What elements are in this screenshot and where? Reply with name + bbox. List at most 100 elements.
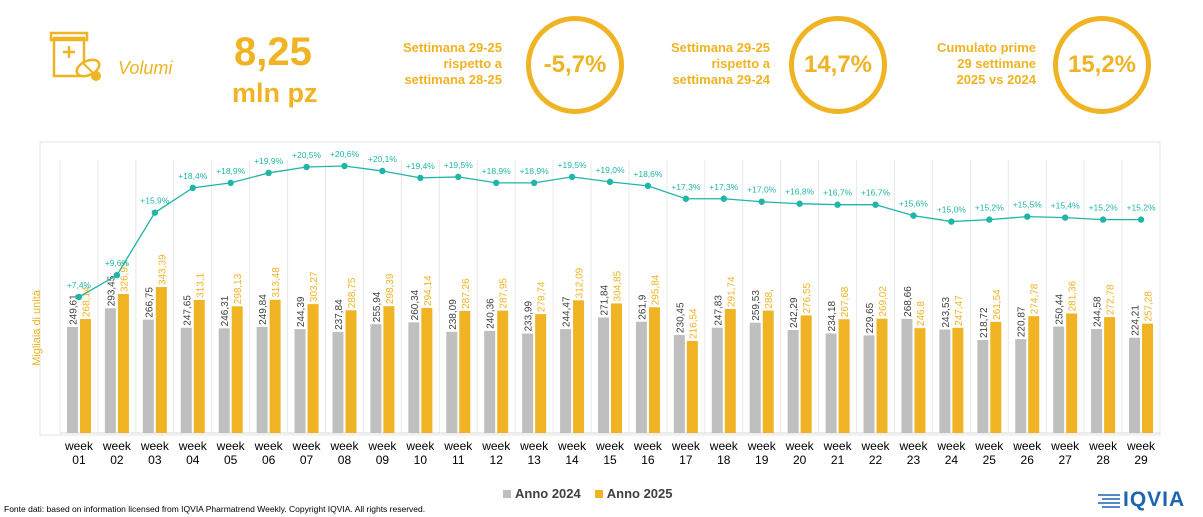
bar-label-2025: 247,47 [954,295,965,326]
source-footnote: Fonte dati: based on information license… [4,504,426,514]
growth-point [1024,213,1031,220]
bar-label-2025: 272,78 [1106,284,1117,315]
bar-2025 [800,315,812,433]
x-tick-label: week [861,439,891,453]
growth-point [1137,216,1145,223]
bar-2024 [522,333,534,433]
growth-point [758,198,765,205]
bar-label-2025: 313,1 [195,272,206,297]
x-tick-label: week [974,439,1004,453]
bar-label-2024: 240,36 [486,298,497,329]
legend-item-2024: Anno 2024 [503,486,581,501]
x-tick-label: week [633,439,663,453]
growth-label: +18,9% [520,166,550,176]
bar-2025 [1104,317,1116,433]
bar-2025 [724,309,736,433]
bar-2025 [193,299,205,433]
bar-label-2025: 267,68 [840,286,851,317]
growth-point [910,212,917,219]
x-tick-label: week [329,439,359,453]
bar-label-2024: 243,53 [941,296,952,327]
bar-label-2025: 326,93 [119,261,130,292]
growth-label: +17,3% [671,182,701,192]
bar-label-2025: 276,55 [802,282,813,313]
bar-2025 [1028,316,1040,433]
legend-item-2025: Anno 2025 [594,486,673,501]
x-tick-label: 01 [72,453,86,467]
growth-point [720,195,727,202]
bar-2024 [787,330,799,433]
kpi-cumulative-label: Cumulato prime 29 settimane 2025 vs 2024 [937,40,1036,87]
growth-label: +20,5% [292,150,322,160]
x-tick-label: 28 [1096,453,1110,467]
bar-2024 [370,324,382,433]
bar-2025 [345,310,357,433]
bar-label-2024: 255,94 [372,291,383,322]
bar-2024 [1053,326,1065,433]
x-tick-label: week [936,439,966,453]
bar-label-2024: 271,84 [600,284,611,315]
bar-2024 [560,329,572,433]
bar-2025 [79,319,91,433]
total-volume-value: 8,25 [234,30,312,74]
bar-2024 [1129,337,1141,433]
bar-label-2024: 234,18 [827,300,838,331]
growth-label: +19,5% [558,160,588,170]
bar-label-2024: 259,53 [751,290,762,321]
bar-2024 [598,317,609,433]
bar-label-2025: 246,8 [916,301,927,326]
bar-2025 [876,318,888,433]
growth-point [303,163,310,171]
x-tick-label: 05 [224,453,238,467]
x-tick-label: week [709,439,739,453]
growth-point [493,179,500,187]
bar-label-2025: 343,39 [157,254,168,285]
growth-label: +16,7% [861,188,891,198]
x-tick-label: week [519,439,549,453]
x-tick-label: week [747,439,777,453]
y-axis-label: Migliaia di unità [31,289,43,366]
bar-2024 [1015,339,1027,433]
growth-point [834,201,841,208]
x-tick-label: week [1012,439,1042,453]
bar-label-2024: 266,75 [144,287,155,318]
bar-2025 [914,328,926,433]
bar-2024 [180,327,192,433]
x-tick-label: week [1050,439,1080,453]
bar-label-2025: 269,02 [878,286,889,317]
bar-2024 [977,340,989,433]
legend: Anno 2024 Anno 2025 [503,486,673,501]
kpi-yoy-value: 14,7% [789,16,887,114]
bar-2025 [573,300,585,433]
bar-2024 [104,308,116,433]
bar-label-2024: 250,44 [1055,294,1066,325]
x-tick-label: 23 [907,453,921,467]
bar-label-2025: 304,85 [613,270,624,301]
bar-2025 [383,306,395,433]
weekly-volume-chart: Migliaia di unità 249,61 268,14 week 01 293,4… [31,141,1161,467]
growth-point [872,201,879,208]
growth-point [227,179,234,187]
x-tick-label: week [481,439,511,453]
bar-label-2024: 260,34 [410,289,421,320]
x-tick-label: week [405,439,435,453]
bar-2024 [711,327,723,433]
bar-2025 [269,299,281,433]
pill-box-icon [49,31,101,81]
x-tick-label: 06 [262,453,276,467]
bar-2024 [749,322,761,433]
bar-2024 [66,326,78,433]
bar-2025 [497,310,509,433]
x-tick-label: week [785,439,815,453]
growth-point [75,293,83,301]
bar-2025 [838,319,850,433]
x-tick-label: 16 [641,453,655,467]
bar-label-2024: 233,99 [524,301,535,332]
growth-point [265,169,272,177]
bar-label-2024: 247,83 [713,295,724,326]
bar-2025 [648,307,660,433]
bar-label-2025: 287,26 [461,278,472,309]
x-tick-label: week [557,439,587,453]
bar-2025 [762,310,774,433]
bar-label-2024: 246,31 [220,295,231,326]
